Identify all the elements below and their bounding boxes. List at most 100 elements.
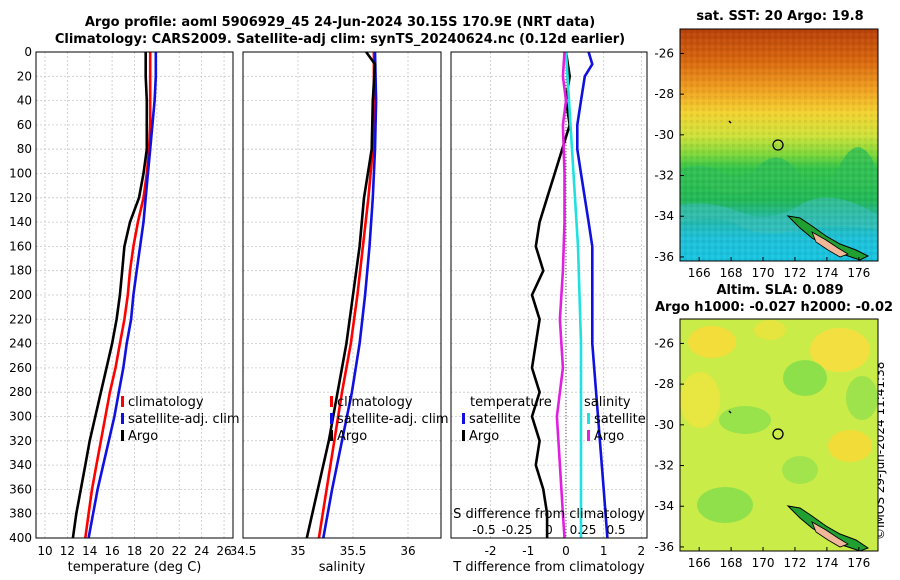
- map-y-tick-label: -34: [654, 209, 674, 223]
- x-tick-label-top: -0.25: [501, 523, 532, 537]
- sst-new-caledonia-land: [811, 231, 849, 258]
- map-x-tick-label: 172: [784, 556, 807, 570]
- x-tick-label: 2: [638, 544, 646, 558]
- legend-swatch: [121, 430, 124, 441]
- x-tick-label: 26: [216, 544, 231, 558]
- legend-label: satellite-adj. clim: [128, 412, 240, 427]
- sla-high-1: [688, 326, 736, 358]
- x-tick-label: 34.5: [230, 544, 257, 558]
- y-tick-label: 200: [9, 288, 32, 302]
- y-tick-label: 140: [9, 215, 32, 229]
- x-tick-label: 24: [194, 544, 209, 558]
- sla-high-3: [828, 430, 872, 462]
- y-tick-label: 380: [9, 507, 32, 521]
- sla-low-1: [783, 360, 827, 396]
- sla-high-2: [810, 328, 870, 372]
- x-tick-label: 0: [562, 544, 570, 558]
- panel-frame: [450, 51, 648, 539]
- map-y-tick-label: -26: [654, 336, 674, 350]
- x-tick-label: 10: [37, 544, 52, 558]
- x-tick-label: 22: [172, 544, 187, 558]
- map-x-tick-label: 166: [688, 266, 711, 280]
- legend-swatch: [587, 430, 590, 441]
- y-tick-label: 80: [17, 142, 32, 156]
- series-line-argo: [305, 51, 377, 539]
- y-tick-label: 100: [9, 167, 32, 181]
- map-x-tick-label: 176: [847, 556, 870, 570]
- x-axis-label: salinity: [319, 560, 366, 575]
- series-line-climatology: [84, 52, 152, 539]
- legend-label: Argo: [469, 429, 499, 444]
- x-tick-label-top: 0.25: [570, 523, 597, 537]
- chart-title-line1: Argo profile: aoml 5906929_45 24-Jun-202…: [84, 15, 596, 30]
- map-y-tick-label: -28: [654, 87, 674, 101]
- sla-map-frame: [679, 318, 879, 552]
- x-tick-label: 35: [290, 544, 305, 558]
- legend-heading: salinity: [584, 395, 631, 410]
- x-tick-label: 14: [82, 544, 97, 558]
- legend-swatch: [330, 430, 333, 441]
- sst-map-title: sat. SST: 20 Argo: 19.8: [696, 9, 864, 24]
- x-tick-label-top: 0: [545, 523, 553, 537]
- x-tick-label: 18: [127, 544, 142, 558]
- y-tick-label: 320: [9, 434, 32, 448]
- x-axis-label: T difference from climatology: [452, 560, 645, 575]
- series-line-satellite-adj-clim: [322, 51, 378, 539]
- x-tick-label-top: 0.5: [606, 523, 625, 537]
- sst-texture: [680, 29, 878, 261]
- legend-label: climatology: [337, 395, 413, 410]
- map-x-tick-label: 168: [720, 266, 743, 280]
- y-tick-label: 20: [17, 69, 32, 83]
- y-tick-label: 160: [9, 239, 32, 253]
- legend-label: climatology: [128, 395, 204, 410]
- series-line-salinity-satellite: [564, 51, 583, 538]
- legend-swatch: [587, 413, 590, 424]
- y-tick-label: 120: [9, 191, 32, 205]
- x-tick-label: 16: [104, 544, 119, 558]
- map-x-tick-label: 176: [847, 266, 870, 280]
- chart-title-line2: Climatology: CARS2009. Satellite-adj cli…: [54, 32, 626, 47]
- map-x-tick-label: 166: [688, 556, 711, 570]
- series-line-temperature-satellite: [576, 51, 609, 539]
- panel-frame: [242, 51, 442, 539]
- series-line-temperature-argo: [530, 51, 571, 538]
- legend-swatch: [462, 413, 465, 424]
- series-line-salinity-argo: [555, 51, 568, 539]
- y-tick-label: 0: [24, 45, 32, 59]
- map-y-tick-label: -26: [654, 46, 674, 60]
- map-y-tick-label: -30: [654, 418, 674, 432]
- map-x-tick-label: 174: [815, 266, 838, 280]
- panel-salinity: 34.5 35 35.5 36 salinity climatology satellite…: [230, 51, 449, 575]
- y-tick-label: 60: [17, 118, 32, 132]
- series-line-satellite-adj-clim: [87, 52, 158, 539]
- map-y-tick-label: -32: [654, 169, 674, 183]
- map-y-tick-label: -28: [654, 377, 674, 391]
- x-tick-label: -1: [522, 544, 534, 558]
- series-line-argo: [71, 52, 149, 539]
- x-axis-label: temperature (deg C): [68, 560, 202, 575]
- y-tick-label: 400: [9, 531, 32, 545]
- sla-low-3: [697, 487, 753, 523]
- sla-map: [679, 318, 879, 552]
- sla-map-subtitle: Argo h1000: -0.027 h2000: -0.02: [655, 300, 894, 315]
- panel-temperature: 0 20 40 60 80 100 120 140 160 180 200 220 240 260 280 3…: [9, 45, 240, 575]
- x-tick-label: 1: [600, 544, 608, 558]
- y-tick-label: 300: [9, 410, 32, 424]
- sla-low-2: [719, 406, 771, 434]
- panel-differences: -2 -1 0 1 2 T difference from climatology temp…: [450, 51, 648, 575]
- sst-map-axes: 166 168 170 172 174 176 -26 -28 -30 -32 -34 -36: [654, 46, 870, 280]
- y-tick-label: 280: [9, 385, 32, 399]
- y-tick-label: 220: [9, 312, 32, 326]
- x-tick-label: -2: [485, 544, 497, 558]
- map-y-tick-label: -30: [654, 128, 674, 142]
- map-x-tick-label: 170: [752, 556, 775, 570]
- legend-swatch: [121, 413, 124, 424]
- y-tick-label: 40: [17, 94, 32, 108]
- sla-map-title: Altim. SLA: 0.089: [716, 283, 844, 298]
- sst-new-caledonia-shelf: [786, 215, 870, 261]
- map-y-tick-label: -34: [654, 499, 674, 513]
- sst-argo-marker: [772, 139, 784, 151]
- legend-swatch: [330, 396, 333, 407]
- map-y-tick-label: -36: [654, 540, 674, 554]
- map-x-tick-label: 168: [720, 556, 743, 570]
